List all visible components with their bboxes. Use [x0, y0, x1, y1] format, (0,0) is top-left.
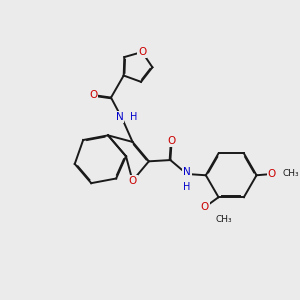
- Text: H: H: [130, 112, 137, 122]
- Text: O: O: [89, 90, 98, 100]
- Text: CH₃: CH₃: [215, 214, 232, 224]
- Text: N: N: [116, 112, 124, 122]
- Text: CH₃: CH₃: [283, 169, 299, 178]
- Text: N: N: [183, 167, 191, 177]
- Text: H: H: [183, 182, 190, 192]
- Text: O: O: [268, 169, 276, 179]
- Text: O: O: [167, 136, 176, 146]
- Text: O: O: [128, 176, 137, 186]
- Text: O: O: [200, 202, 209, 212]
- Text: O: O: [138, 47, 146, 57]
